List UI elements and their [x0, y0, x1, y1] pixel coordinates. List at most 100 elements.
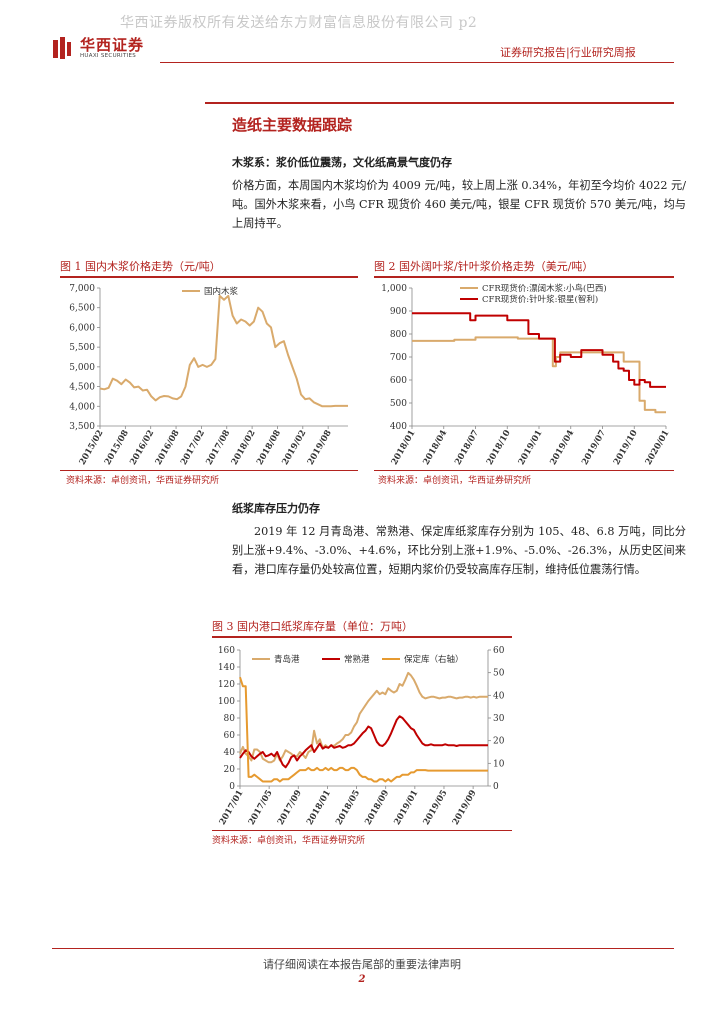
x-tick-label: 2017/09	[276, 788, 304, 826]
pulp-paragraph-lead: 价格方面，	[232, 179, 289, 192]
series-line-1	[99, 294, 348, 408]
fig3-bottom-rule	[212, 830, 512, 831]
y-tick-label: 1,000	[381, 284, 407, 294]
y-tick-label: 20	[224, 765, 236, 775]
y2-tick-label: 20	[493, 737, 505, 747]
x-tick-label: 2017/02	[179, 428, 207, 466]
fig1-chart: 3,500 4,000 4,500 5,000 5,500 6,000 6,500 7,000…	[69, 284, 348, 467]
x-tick-label: 2018/10	[485, 428, 513, 466]
x-tick-label: 2018/09	[363, 788, 391, 826]
y-tick-label: 500	[390, 399, 407, 409]
inventory-paragraph: 2019 年 12 月青岛港、常熟港、保定库纸浆库存分别为 105、48、6.8…	[232, 525, 686, 576]
watermark-text: 华西证券版权所有发送给东方财富信息股份有限公司 p2	[120, 15, 478, 31]
y-tick-label: 40	[224, 748, 236, 758]
footer-divider	[52, 948, 674, 949]
y-tick-label: 60	[224, 731, 236, 741]
page-number: 2	[358, 974, 366, 985]
legend-label: 国内木浆	[204, 286, 239, 297]
pulp-paragraph-text: 本周国内木浆均价为 4009 元/吨，较上周上涨 0.34%，年初至今均价 40…	[232, 179, 686, 230]
legend-label: CFR现货价:漂阔木浆:小鸟(巴西)	[482, 283, 607, 294]
y-tick-label: 5,000	[69, 363, 95, 373]
x-tick-label: 2018/04	[421, 428, 449, 466]
y-tick-label: 6,500	[69, 304, 95, 314]
fig2-source: 资料来源：卓创资讯，华西证券研究所	[378, 476, 532, 486]
y-tick-label: 80	[224, 714, 236, 724]
fig1-bottom-rule	[60, 470, 358, 471]
x-tick-label: 2019/08	[306, 428, 334, 466]
legend-label: 常熟港	[344, 654, 370, 665]
x-tick-label: 2017/08	[204, 428, 232, 466]
fig3-chart: 0 20 40 60 80 100 120 140 160 0 10 20 30 40 50 60 2017/0…	[218, 646, 505, 827]
legend-label: 青岛港	[274, 654, 300, 665]
inventory-heading: 纸浆库存压力仍存	[232, 502, 320, 515]
header-divider	[160, 62, 674, 63]
huaxi-logo-icon	[53, 37, 71, 59]
pulp-paragraph: 价格方面，本周国内木浆均价为 4009 元/吨，较上周上涨 0.34%，年初至今…	[232, 176, 686, 233]
series-line-3	[239, 676, 488, 783]
x-tick-label: 2019/09	[451, 788, 479, 826]
x-tick-label: 2016/02	[128, 428, 156, 466]
y-tick-label: 0	[229, 782, 235, 792]
y-tick-label: 160	[218, 646, 235, 656]
logo-english-name: HUAXI SECURITIES	[80, 53, 137, 59]
y-tick-label: 900	[390, 307, 407, 317]
y2-tick-label: 0	[493, 782, 499, 792]
legend-label: 保定库（右轴）	[404, 654, 464, 665]
y-tick-label: 4,500	[69, 383, 95, 393]
y-tick-label: 100	[218, 697, 235, 707]
y2-tick-label: 60	[493, 646, 505, 656]
x-tick-label: 2019/10	[612, 428, 640, 466]
y-tick-label: 6,000	[69, 323, 95, 333]
x-tick-label: 2019/01	[517, 428, 545, 466]
y-tick-label: 700	[390, 353, 407, 363]
x-tick-label: 2018/01	[305, 788, 333, 826]
y-tick-label: 800	[390, 330, 407, 340]
x-tick-label: 2017/05	[247, 788, 275, 826]
y-tick-label: 4,000	[69, 402, 95, 412]
y-tick-label: 120	[218, 680, 235, 690]
x-tick-label: 2019/04	[548, 428, 576, 466]
pulp-heading: 木浆系：浆价低位震荡，文化纸高景气度仍存	[232, 156, 452, 169]
x-tick-label: 2018/01	[390, 428, 418, 466]
x-tick-label: 2018/05	[334, 788, 362, 826]
y-tick-label: 3,500	[69, 422, 95, 432]
legend-label: CFR现货价:针叶浆:银星(智利)	[482, 294, 598, 305]
series-line-1	[412, 336, 666, 414]
x-tick-label: 2019/07	[580, 428, 608, 466]
y-tick-label: 140	[218, 663, 235, 673]
y-tick-label: 600	[390, 376, 407, 386]
fig2-top-rule	[374, 276, 674, 278]
y-tick-label: 7,000	[69, 284, 95, 294]
x-tick-label: 2017/01	[218, 788, 246, 826]
series-line-2	[412, 312, 666, 388]
fig1-title: 图 1 国内木浆价格走势（元/吨）	[60, 260, 221, 273]
series-line-1	[239, 671, 488, 764]
report-type: 证券研究报告|行业研究周报	[500, 46, 636, 59]
logo-name: 华西证券	[80, 36, 145, 54]
fig3-title: 图 3 国内港口纸浆库存量（单位：万吨）	[212, 620, 413, 633]
section-divider	[205, 102, 674, 104]
fig1-top-rule	[60, 276, 358, 278]
fig3-source: 资料来源：卓创资讯，华西证券研究所	[212, 836, 366, 846]
x-tick-label: 2018/08	[255, 428, 283, 466]
y-tick-label: 5,500	[69, 343, 95, 353]
x-tick-label: 2018/07	[453, 428, 481, 466]
x-tick-label: 2018/02	[230, 428, 258, 466]
x-tick-label: 2019/05	[422, 788, 450, 826]
fig1-source: 资料来源：卓创资讯，华西证券研究所	[66, 476, 220, 486]
fig2-bottom-rule	[374, 470, 674, 471]
x-tick-label: 2016/08	[154, 428, 182, 466]
x-tick-label: 2015/08	[103, 428, 131, 466]
y2-tick-label: 10	[493, 759, 505, 769]
x-tick-label: 2020/01	[644, 428, 672, 466]
y-tick-label: 400	[390, 422, 407, 432]
legal-notice: 请仔细阅读在本报告尾部的重要法律声明	[263, 958, 461, 971]
x-tick-label: 2015/02	[78, 428, 106, 466]
y2-tick-label: 40	[493, 691, 505, 701]
y2-tick-label: 50	[493, 669, 505, 679]
x-tick-label: 2019/01	[392, 788, 420, 826]
series-line-2	[239, 715, 488, 769]
x-tick-label: 2019/02	[280, 428, 308, 466]
fig2-title: 图 2 国外阔叶浆/针叶浆价格走势（美元/吨）	[374, 260, 594, 273]
